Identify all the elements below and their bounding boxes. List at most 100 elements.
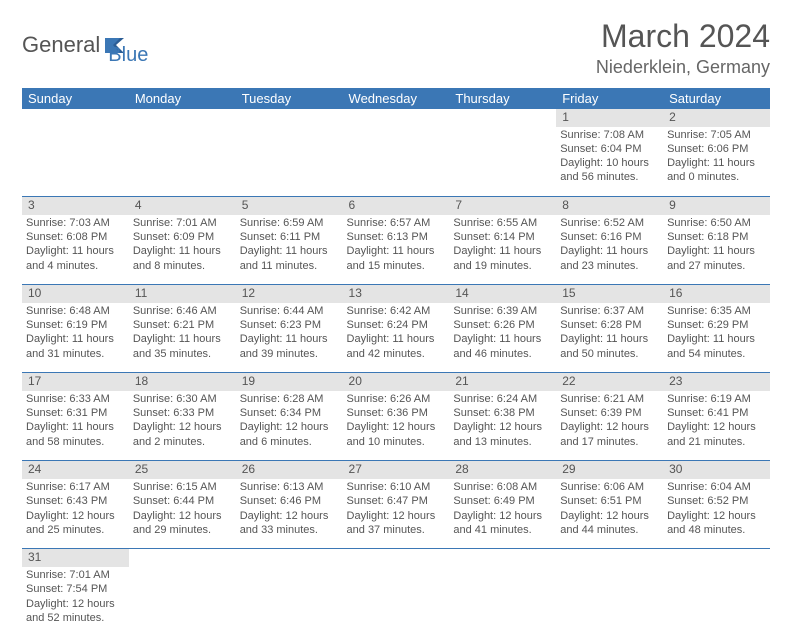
- sunrise-text: Sunrise: 6:21 AM: [560, 392, 659, 406]
- daylight-text: Daylight: 11 hours and 50 minutes.: [560, 332, 659, 361]
- day-number-cell: 17: [22, 373, 129, 391]
- sunset-text: Sunset: 6:29 PM: [667, 318, 766, 332]
- daylight-text: Daylight: 11 hours and 4 minutes.: [26, 244, 125, 273]
- daylight-text: Daylight: 12 hours and 10 minutes.: [347, 420, 446, 449]
- day-number-cell: 23: [663, 373, 770, 391]
- sunrise-text: Sunrise: 7:01 AM: [26, 568, 125, 582]
- day-number-row: 17181920212223: [22, 373, 770, 391]
- sunrise-text: Sunrise: 6:30 AM: [133, 392, 232, 406]
- daylight-text: Daylight: 11 hours and 27 minutes.: [667, 244, 766, 273]
- sunset-text: Sunset: 6:46 PM: [240, 494, 339, 508]
- day-content-row: Sunrise: 6:48 AMSunset: 6:19 PMDaylight:…: [22, 303, 770, 373]
- sunrise-text: Sunrise: 6:33 AM: [26, 392, 125, 406]
- weekday-header: Friday: [556, 88, 663, 109]
- sunrise-text: Sunrise: 6:35 AM: [667, 304, 766, 318]
- sunset-text: Sunset: 6:04 PM: [560, 142, 659, 156]
- day-number-cell: 13: [343, 285, 450, 303]
- day-cell: Sunrise: 6:28 AMSunset: 6:34 PMDaylight:…: [236, 391, 343, 461]
- day-cell: Sunrise: 6:21 AMSunset: 6:39 PMDaylight:…: [556, 391, 663, 461]
- daylight-text: Daylight: 11 hours and 0 minutes.: [667, 156, 766, 185]
- day-cell: Sunrise: 7:05 AMSunset: 6:06 PMDaylight:…: [663, 127, 770, 197]
- sunrise-text: Sunrise: 6:42 AM: [347, 304, 446, 318]
- day-number-cell: 27: [343, 461, 450, 479]
- day-number-cell: [343, 549, 450, 567]
- day-number-cell: 28: [449, 461, 556, 479]
- sunrise-text: Sunrise: 6:39 AM: [453, 304, 552, 318]
- logo-text-blue: Blue: [108, 44, 148, 67]
- day-number-cell: 5: [236, 197, 343, 215]
- day-cell: [449, 127, 556, 197]
- day-cell: Sunrise: 6:42 AMSunset: 6:24 PMDaylight:…: [343, 303, 450, 373]
- day-cell: Sunrise: 6:17 AMSunset: 6:43 PMDaylight:…: [22, 479, 129, 549]
- sunset-text: Sunset: 6:11 PM: [240, 230, 339, 244]
- day-cell: Sunrise: 6:10 AMSunset: 6:47 PMDaylight:…: [343, 479, 450, 549]
- sunrise-text: Sunrise: 7:01 AM: [133, 216, 232, 230]
- daylight-text: Daylight: 12 hours and 2 minutes.: [133, 420, 232, 449]
- day-content-row: Sunrise: 7:03 AMSunset: 6:08 PMDaylight:…: [22, 215, 770, 285]
- day-cell: [22, 127, 129, 197]
- daylight-text: Daylight: 12 hours and 48 minutes.: [667, 509, 766, 538]
- sunset-text: Sunset: 7:54 PM: [26, 582, 125, 596]
- day-cell: Sunrise: 6:04 AMSunset: 6:52 PMDaylight:…: [663, 479, 770, 549]
- sunset-text: Sunset: 6:28 PM: [560, 318, 659, 332]
- sunrise-text: Sunrise: 6:17 AM: [26, 480, 125, 494]
- day-cell: Sunrise: 6:52 AMSunset: 6:16 PMDaylight:…: [556, 215, 663, 285]
- day-cell: Sunrise: 6:24 AMSunset: 6:38 PMDaylight:…: [449, 391, 556, 461]
- day-content-row: Sunrise: 7:08 AMSunset: 6:04 PMDaylight:…: [22, 127, 770, 197]
- day-cell: Sunrise: 7:03 AMSunset: 6:08 PMDaylight:…: [22, 215, 129, 285]
- day-cell: [236, 567, 343, 637]
- day-number-cell: 18: [129, 373, 236, 391]
- sunrise-text: Sunrise: 6:46 AM: [133, 304, 232, 318]
- sunrise-text: Sunrise: 6:15 AM: [133, 480, 232, 494]
- day-cell: [343, 127, 450, 197]
- day-cell: Sunrise: 6:50 AMSunset: 6:18 PMDaylight:…: [663, 215, 770, 285]
- sunrise-text: Sunrise: 6:28 AM: [240, 392, 339, 406]
- daylight-text: Daylight: 11 hours and 35 minutes.: [133, 332, 232, 361]
- day-cell: Sunrise: 6:55 AMSunset: 6:14 PMDaylight:…: [449, 215, 556, 285]
- day-number-cell: 30: [663, 461, 770, 479]
- day-number-cell: 3: [22, 197, 129, 215]
- day-number-cell: 4: [129, 197, 236, 215]
- day-number-cell: 31: [22, 549, 129, 567]
- sunrise-text: Sunrise: 7:08 AM: [560, 128, 659, 142]
- daylight-text: Daylight: 11 hours and 23 minutes.: [560, 244, 659, 273]
- daylight-text: Daylight: 11 hours and 39 minutes.: [240, 332, 339, 361]
- day-cell: Sunrise: 7:08 AMSunset: 6:04 PMDaylight:…: [556, 127, 663, 197]
- day-cell: [663, 567, 770, 637]
- sunrise-text: Sunrise: 6:08 AM: [453, 480, 552, 494]
- day-number-cell: [22, 109, 129, 127]
- weekday-header: Thursday: [449, 88, 556, 109]
- day-cell: Sunrise: 6:30 AMSunset: 6:33 PMDaylight:…: [129, 391, 236, 461]
- sunset-text: Sunset: 6:21 PM: [133, 318, 232, 332]
- daylight-text: Daylight: 12 hours and 25 minutes.: [26, 509, 125, 538]
- daylight-text: Daylight: 11 hours and 11 minutes.: [240, 244, 339, 273]
- daylight-text: Daylight: 12 hours and 6 minutes.: [240, 420, 339, 449]
- day-cell: [129, 127, 236, 197]
- sunset-text: Sunset: 6:26 PM: [453, 318, 552, 332]
- sunset-text: Sunset: 6:06 PM: [667, 142, 766, 156]
- sunset-text: Sunset: 6:52 PM: [667, 494, 766, 508]
- day-number-row: 12: [22, 109, 770, 127]
- weekday-header: Wednesday: [343, 88, 450, 109]
- weekday-header: Sunday: [22, 88, 129, 109]
- day-cell: Sunrise: 6:37 AMSunset: 6:28 PMDaylight:…: [556, 303, 663, 373]
- sunset-text: Sunset: 6:24 PM: [347, 318, 446, 332]
- daylight-text: Daylight: 10 hours and 56 minutes.: [560, 156, 659, 185]
- day-number-cell: 7: [449, 197, 556, 215]
- daylight-text: Daylight: 12 hours and 37 minutes.: [347, 509, 446, 538]
- sunset-text: Sunset: 6:47 PM: [347, 494, 446, 508]
- day-cell: Sunrise: 6:33 AMSunset: 6:31 PMDaylight:…: [22, 391, 129, 461]
- day-cell: Sunrise: 7:01 AMSunset: 6:09 PMDaylight:…: [129, 215, 236, 285]
- day-cell: Sunrise: 6:13 AMSunset: 6:46 PMDaylight:…: [236, 479, 343, 549]
- day-cell: Sunrise: 6:26 AMSunset: 6:36 PMDaylight:…: [343, 391, 450, 461]
- daylight-text: Daylight: 12 hours and 33 minutes.: [240, 509, 339, 538]
- day-cell: Sunrise: 6:19 AMSunset: 6:41 PMDaylight:…: [663, 391, 770, 461]
- sunset-text: Sunset: 6:43 PM: [26, 494, 125, 508]
- sunrise-text: Sunrise: 7:05 AM: [667, 128, 766, 142]
- day-number-cell: 10: [22, 285, 129, 303]
- sunset-text: Sunset: 6:39 PM: [560, 406, 659, 420]
- logo-text-general: General: [22, 32, 100, 58]
- sunrise-text: Sunrise: 6:10 AM: [347, 480, 446, 494]
- sunset-text: Sunset: 6:14 PM: [453, 230, 552, 244]
- sunset-text: Sunset: 6:16 PM: [560, 230, 659, 244]
